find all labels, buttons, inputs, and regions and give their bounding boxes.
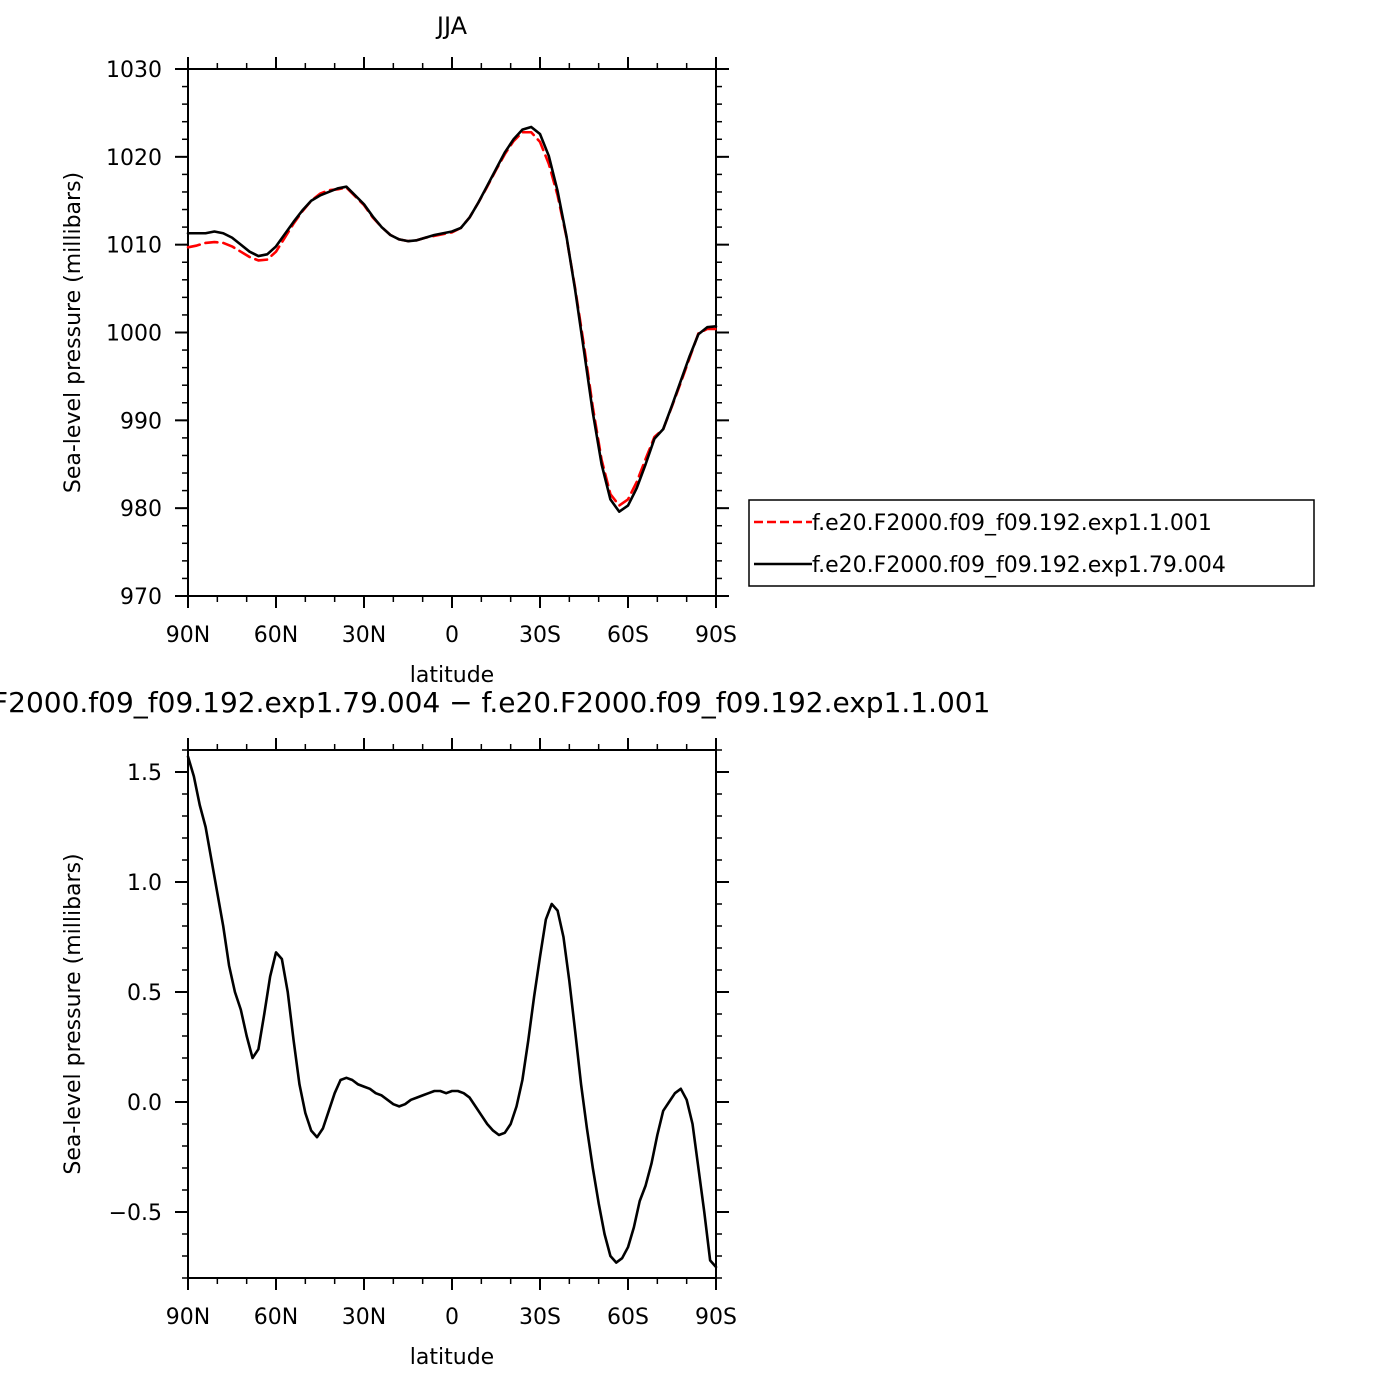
x-tick-label: 60S bbox=[607, 623, 649, 648]
y-tick-label: −0.5 bbox=[109, 1201, 162, 1226]
x-tick-label: 0 bbox=[445, 623, 459, 648]
y-tick-label: 1.5 bbox=[127, 761, 162, 786]
y-tick-label: 1030 bbox=[106, 58, 162, 83]
legend-label-1: f.e20.F2000.f09_f09.192.exp1.1.001 bbox=[812, 511, 1212, 536]
y-tick-label: 1020 bbox=[106, 146, 162, 171]
x-tick-label: 30S bbox=[519, 1305, 561, 1330]
x-tick-label: 90N bbox=[166, 623, 210, 648]
chart-slp-difference: f.e20.F2000.f09_f09.192.exp1.79.004 − f.… bbox=[0, 686, 990, 1370]
legend: f.e20.F2000.f09_f09.192.exp1.1.001 f.e20.… bbox=[748, 499, 1315, 587]
x-tick-label: 30S bbox=[519, 623, 561, 648]
plot-frame bbox=[187, 68, 717, 597]
y-tick-label: 1010 bbox=[106, 234, 162, 259]
x-tick-label: 90S bbox=[695, 623, 737, 648]
plot-frame bbox=[187, 749, 717, 1279]
series-line-2 bbox=[186, 125, 718, 513]
legend-label-2: f.e20.F2000.f09_f09.192.exp1.79.004 bbox=[812, 553, 1226, 578]
y-tick-label: 980 bbox=[120, 497, 162, 522]
y-axis-label: Sea-level pressure (millibars) bbox=[61, 853, 86, 1174]
series-line-1 bbox=[186, 130, 718, 507]
y-tick-label: 970 bbox=[120, 585, 162, 610]
y-tick-label: 1000 bbox=[106, 322, 162, 347]
y-tick-label: 1.0 bbox=[127, 871, 162, 896]
y-axis-label: Sea-level pressure (millibars) bbox=[61, 172, 86, 493]
series-line-1 bbox=[186, 755, 718, 1269]
x-tick-label: 60N bbox=[254, 623, 298, 648]
axis-ticks bbox=[175, 57, 729, 608]
chart-slp-jja: JJA 90N 60N 30N 0 30S 60S 90S 970 980 990 1000 1010 1… bbox=[61, 12, 1315, 688]
x-axis-label: latitude bbox=[410, 1345, 494, 1370]
x-tick-label: 0 bbox=[445, 1305, 459, 1330]
x-axis-label: latitude bbox=[410, 663, 494, 688]
x-tick-label: 60S bbox=[607, 1305, 649, 1330]
chart-title: f.e20.F2000.f09_f09.192.exp1.79.004 − f.… bbox=[0, 686, 990, 719]
x-tick-label: 60N bbox=[254, 1305, 298, 1330]
x-tick-label: 90N bbox=[166, 1305, 210, 1330]
y-tick-label: 990 bbox=[120, 409, 162, 434]
y-tick-label: 0.0 bbox=[127, 1091, 162, 1116]
x-tick-label: 30N bbox=[342, 1305, 386, 1330]
x-tick-label: 90S bbox=[695, 1305, 737, 1330]
axis-ticks bbox=[175, 738, 729, 1290]
x-tick-label: 30N bbox=[342, 623, 386, 648]
legend-box bbox=[748, 499, 1315, 587]
chart-title: JJA bbox=[435, 12, 468, 40]
y-tick-label: 0.5 bbox=[127, 981, 162, 1006]
